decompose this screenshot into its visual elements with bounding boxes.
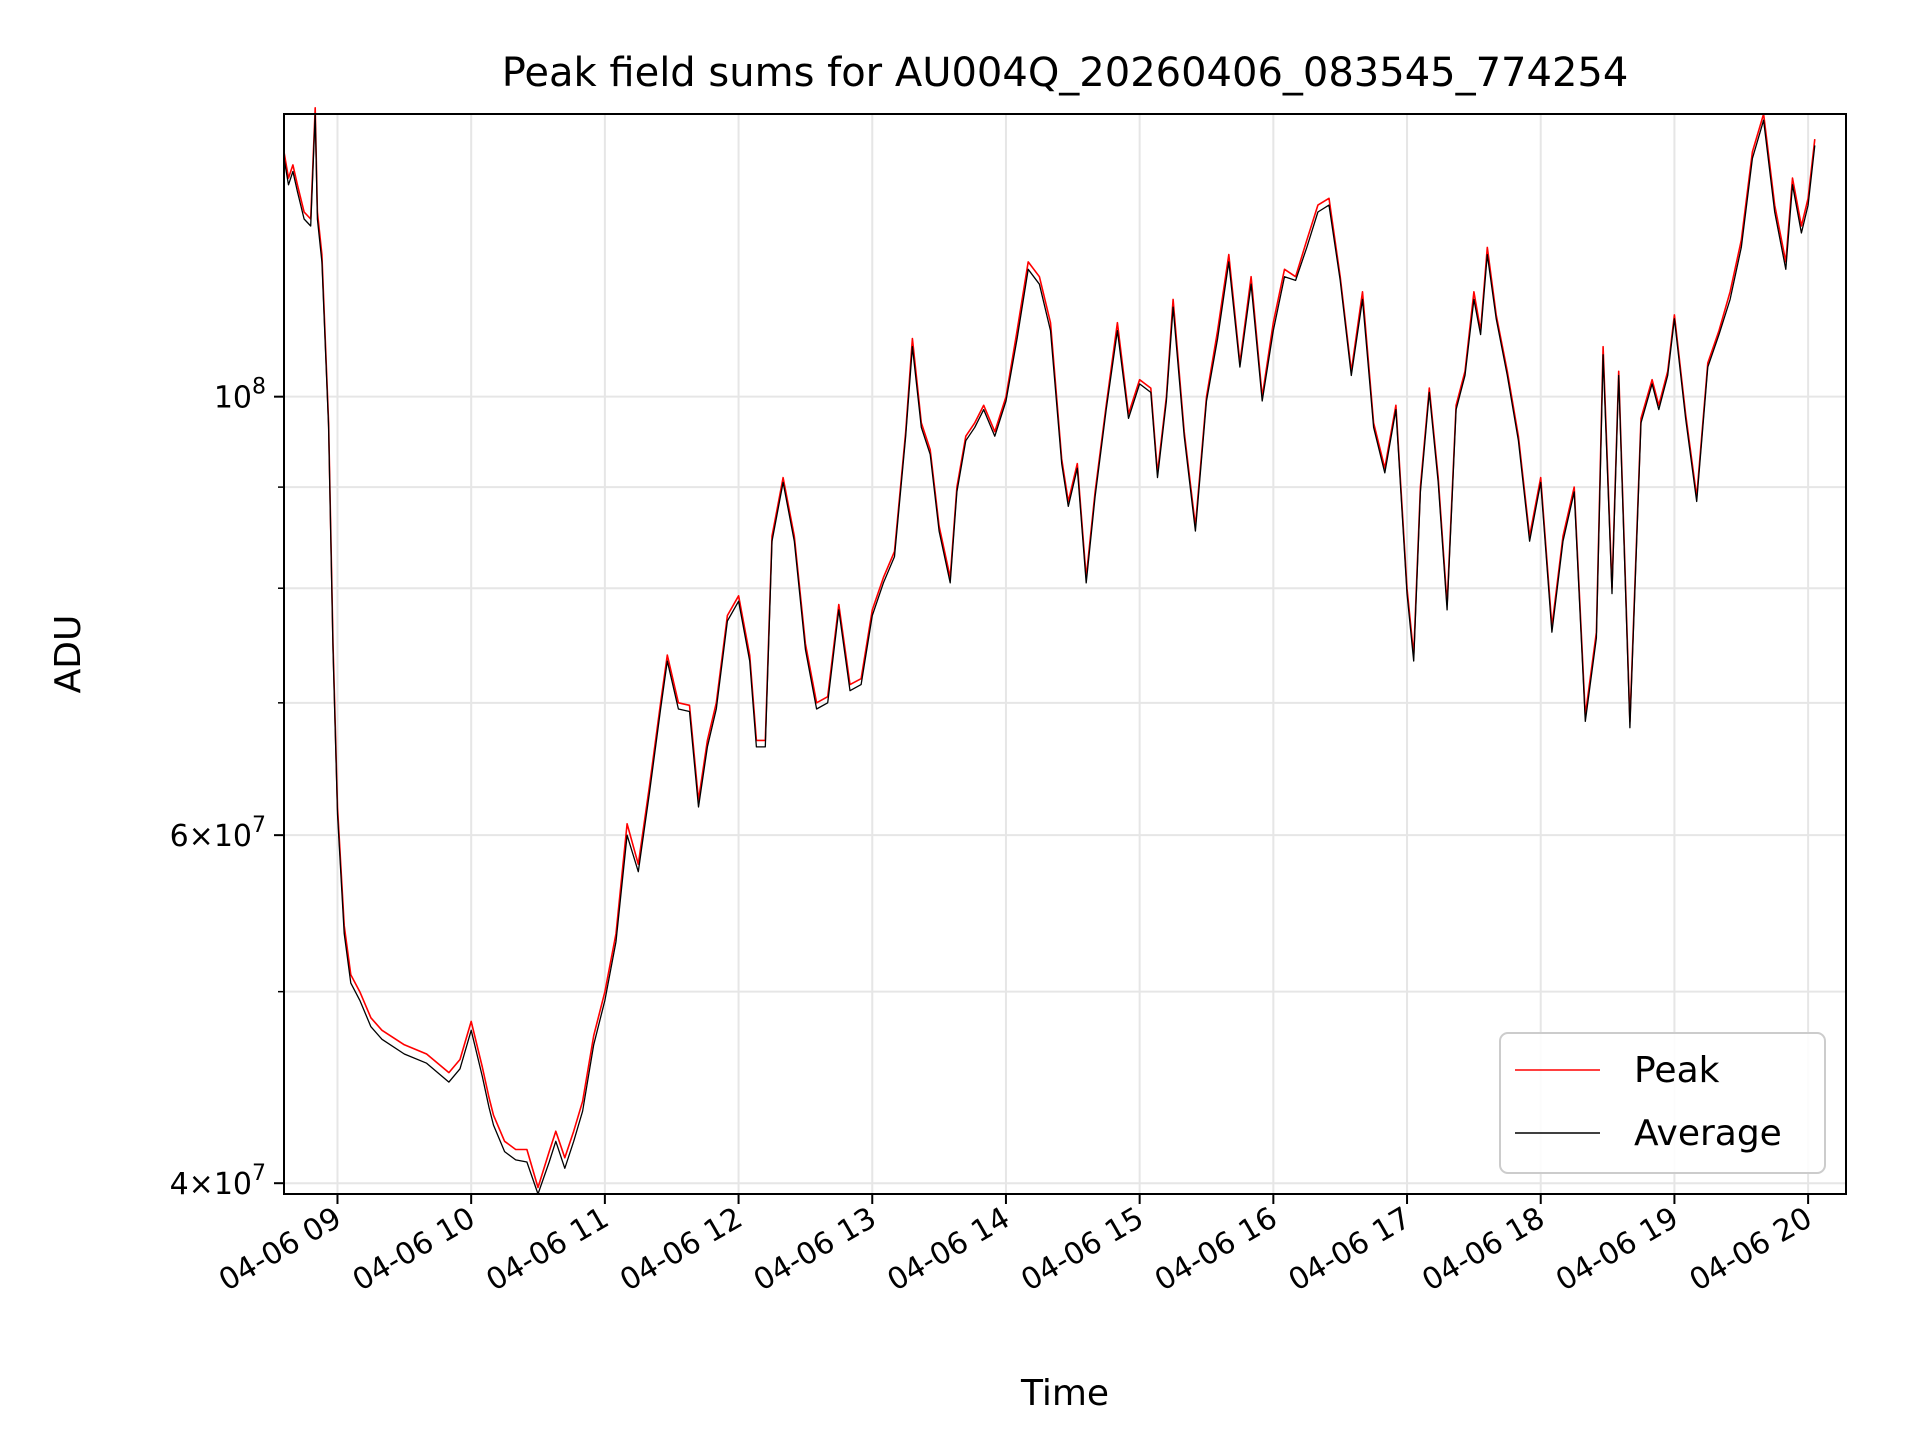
series-line-average (283, 113, 1816, 1195)
y-tick-label: 108 (214, 375, 266, 416)
plot-area (284, 114, 1846, 1194)
legend-box (1499, 1032, 1826, 1174)
y-axis-ticks: 4×107 6×107 108 (170, 375, 284, 1202)
legend: Peak Average (1499, 1032, 1826, 1174)
y-axis-label: ADU (48, 615, 89, 694)
y-tick-label: 4×107 (170, 1161, 266, 1202)
legend-average-label: Average (1634, 1113, 1782, 1154)
x-gridlines (336, 114, 1810, 1194)
series-line-peak (283, 107, 1816, 1189)
y-tick-label: 6×107 (170, 813, 266, 854)
plot-frame (283, 113, 1847, 1195)
series-lines (283, 107, 1816, 1195)
x-axis-label: Time (1020, 1373, 1109, 1414)
legend-peak-label: Peak (1634, 1050, 1720, 1091)
chart-title: Peak field sums for AU004Q_20260406_0835… (502, 50, 1629, 96)
